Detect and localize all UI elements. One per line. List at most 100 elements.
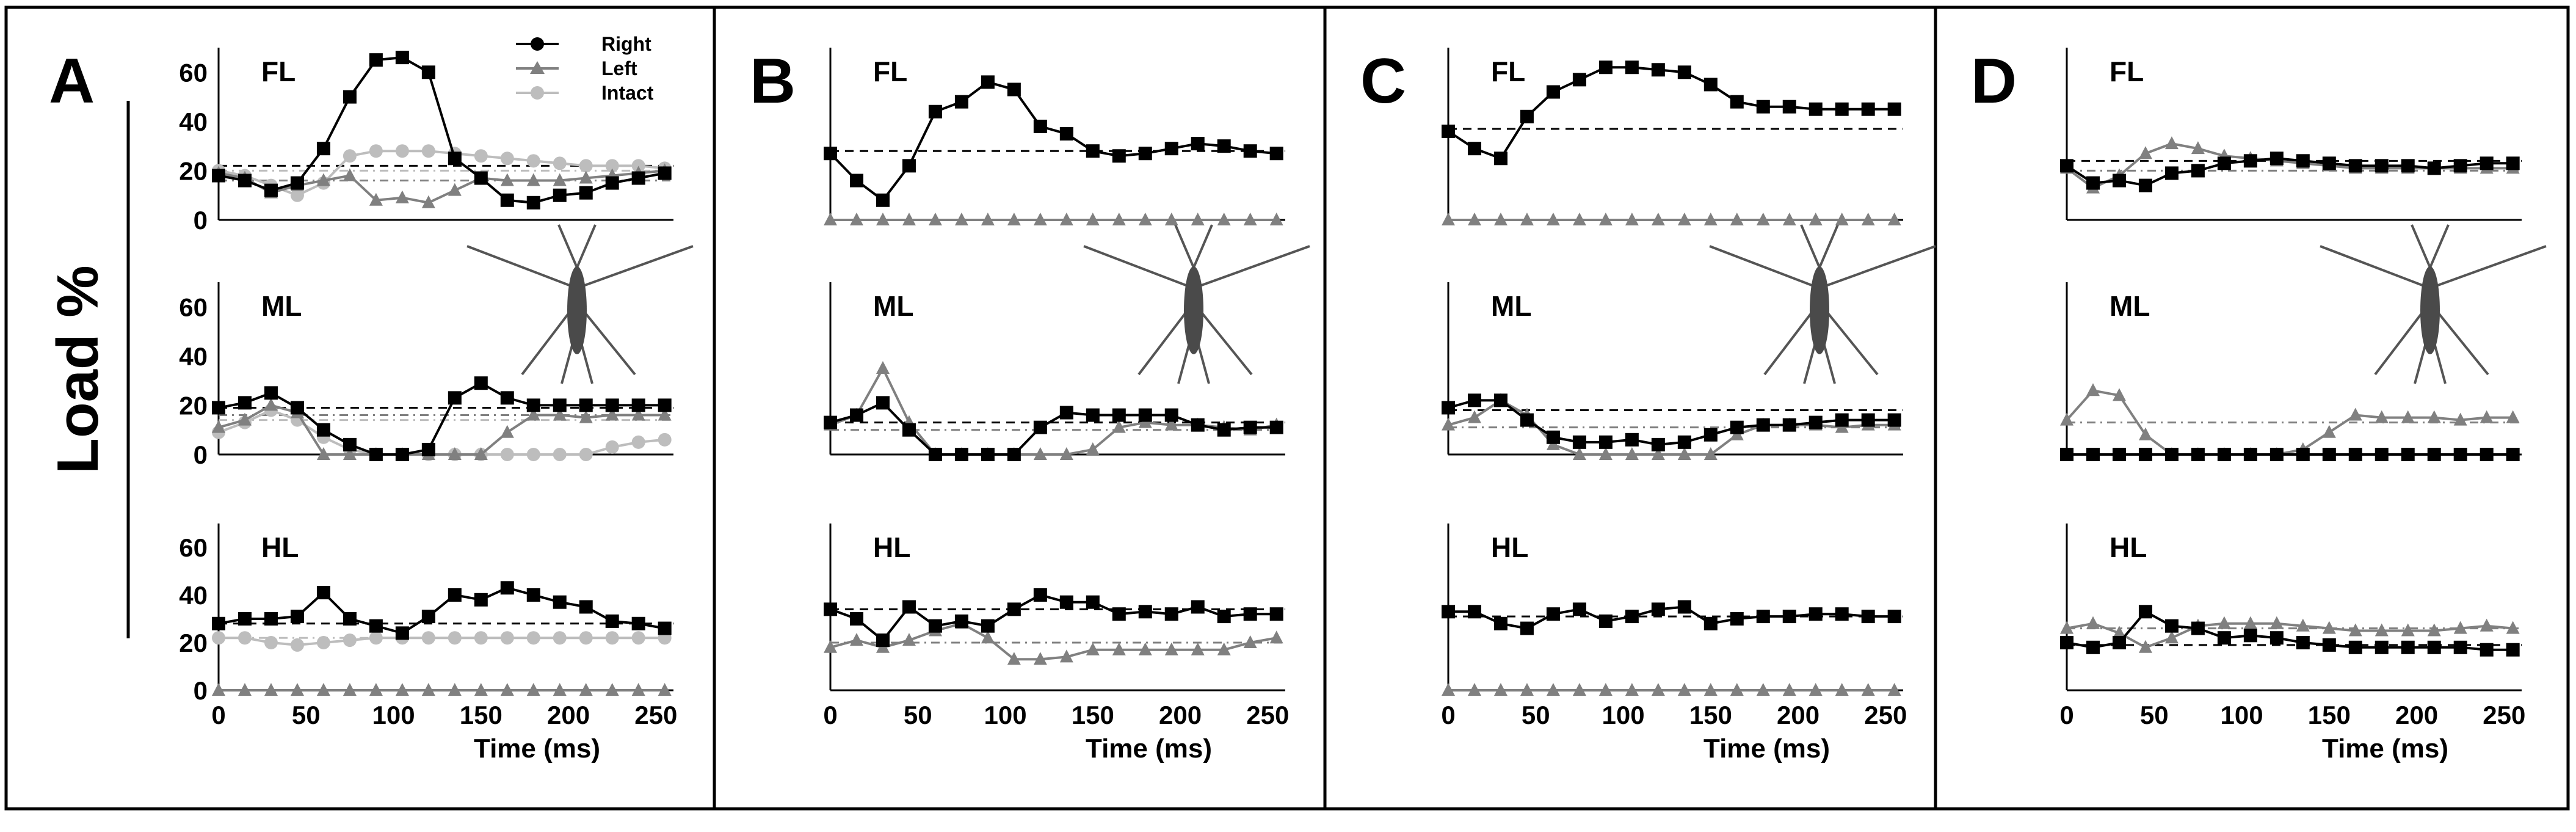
point-a-hl-left-16 (631, 683, 645, 696)
point-c-ml-right-10 (1703, 428, 1718, 442)
point-b-fl-right-8 (1033, 119, 1047, 133)
point-c-hl-left-5 (1572, 683, 1586, 696)
x-tick-label-c-50: 50 (1522, 701, 1550, 729)
point-a-fl-intact-8 (421, 144, 435, 158)
leg-label-d-hl: HL (2110, 531, 2147, 563)
series-line-d-fl-left (2066, 142, 2513, 189)
series-line-b-ml-right (830, 401, 1277, 456)
point-b-ml-right-11 (1112, 408, 1126, 422)
point-d-ml-right-12 (2375, 448, 2389, 461)
point-a-fl-right-15 (605, 176, 619, 190)
point-c-fl-left-10 (1703, 213, 1718, 225)
point-a-fl-intact-14 (579, 159, 593, 173)
point-b-hl-left-13 (1164, 642, 1178, 655)
series-line-c-ml-right (1448, 399, 1895, 446)
point-d-hl-right-8 (2269, 631, 2284, 645)
point-b-hl-right-2 (876, 633, 890, 648)
point-b-hl-right-0 (824, 602, 837, 616)
point-d-ml-right-8 (2269, 448, 2284, 461)
point-d-hl-right-9 (2296, 636, 2310, 649)
point-d-fl-right-9 (2296, 154, 2310, 168)
point-a-fl-intact-13 (553, 156, 567, 170)
point-d-hl-right-14 (2427, 640, 2441, 654)
point-c-hl-left-0 (1442, 683, 1455, 696)
point-c-hl-left-15 (1835, 683, 1849, 696)
point-c-ml-left-6 (1598, 447, 1613, 460)
series-line-a-hl-intact (219, 637, 665, 646)
point-b-ml-right-17 (1269, 420, 1283, 434)
point-d-hl-left-1 (2086, 616, 2100, 629)
point-c-hl-left-11 (1730, 683, 1744, 696)
point-a-ml-right-15 (605, 398, 619, 412)
point-c-fl-left-8 (1651, 213, 1665, 225)
point-b-hl-right-14 (1191, 600, 1205, 614)
point-a-fl-right-17 (658, 166, 672, 180)
point-c-hl-right-1 (1467, 605, 1481, 619)
x-tick-label-b-50: 50 (904, 701, 932, 729)
y-tick-label-a-fl-40: 40 (179, 108, 208, 136)
point-d-hl-left-4 (2164, 630, 2179, 644)
point-c-ml-right-13 (1782, 418, 1796, 432)
point-d-hl-right-6 (2217, 631, 2231, 645)
leg-label-d-fl: FL (2110, 56, 2144, 87)
point-a-hl-left-4 (316, 683, 330, 696)
x-tick-label-c-150: 150 (1689, 701, 1732, 729)
point-c-hl-right-9 (1677, 600, 1691, 614)
point-b-hl-left-0 (824, 640, 837, 653)
point-b-fl-left-3 (902, 213, 916, 225)
point-a-fl-right-14 (579, 186, 593, 200)
y-tick-label-a-hl-40: 40 (179, 581, 208, 610)
point-a-fl-right-0 (212, 169, 225, 183)
point-d-ml-left-3 (2138, 427, 2152, 440)
point-b-fl-left-15 (1217, 213, 1231, 225)
point-b-fl-right-0 (824, 147, 837, 161)
point-c-fl-left-15 (1835, 213, 1849, 225)
point-a-ml-left-9 (448, 447, 462, 460)
series-line-a-ml-right (218, 381, 665, 456)
point-c-fl-right-0 (1442, 124, 1455, 138)
x-tick-label-d-100: 100 (2220, 701, 2263, 729)
point-a-fl-left-7 (395, 190, 409, 203)
point-a-fl-right-8 (421, 65, 435, 79)
point-d-hl-right-16 (2480, 643, 2494, 657)
point-a-hl-right-0 (212, 616, 225, 630)
point-d-ml-left-13 (2401, 410, 2415, 423)
point-c-fl-right-1 (1467, 142, 1481, 156)
leg-label-a-fl: FL (261, 56, 296, 87)
point-b-fl-right-11 (1112, 149, 1126, 163)
point-a-hl-right-4 (316, 586, 330, 600)
point-d-fl-right-8 (2269, 151, 2284, 166)
point-b-ml-right-5 (954, 448, 968, 461)
point-d-ml-left-2 (2112, 388, 2126, 401)
point-b-ml-right-12 (1138, 408, 1152, 422)
point-d-hl-left-11 (2348, 623, 2362, 637)
point-c-ml-left-7 (1625, 447, 1639, 460)
point-c-fl-right-5 (1572, 73, 1586, 87)
y-tick-label-a-ml-20: 20 (179, 391, 208, 420)
point-a-hl-right-11 (500, 581, 514, 595)
point-b-fl-right-15 (1217, 139, 1231, 153)
point-b-hl-left-8 (1033, 652, 1047, 665)
point-c-fl-right-15 (1835, 102, 1849, 116)
point-c-fl-left-2 (1493, 213, 1508, 225)
point-a-hl-intact-16 (631, 631, 645, 645)
leg-label-b-ml: ML (873, 290, 913, 322)
y-tick-label-a-fl-20: 20 (179, 156, 208, 185)
point-a-fl-intact-15 (605, 159, 619, 173)
point-c-fl-left-16 (1861, 213, 1875, 225)
x-tick-label-a-200: 200 (547, 701, 590, 729)
panel-letter-d: D (1971, 46, 2017, 117)
point-d-hl-right-5 (2191, 621, 2205, 635)
point-b-hl-left-10 (1086, 642, 1100, 655)
point-c-hl-right-15 (1835, 607, 1849, 621)
point-a-fl-left-9 (448, 183, 462, 196)
point-b-hl-right-16 (1243, 607, 1257, 621)
point-a-ml-left-16 (631, 407, 645, 421)
point-b-hl-right-10 (1086, 595, 1100, 609)
point-d-hl-left-7 (2243, 616, 2257, 629)
point-a-fl-right-7 (395, 51, 409, 65)
series-line-b-hl-left (830, 622, 1277, 661)
point-a-hl-left-13 (553, 683, 567, 696)
point-b-fl-left-5 (954, 213, 968, 225)
point-b-fl-left-4 (928, 213, 942, 225)
